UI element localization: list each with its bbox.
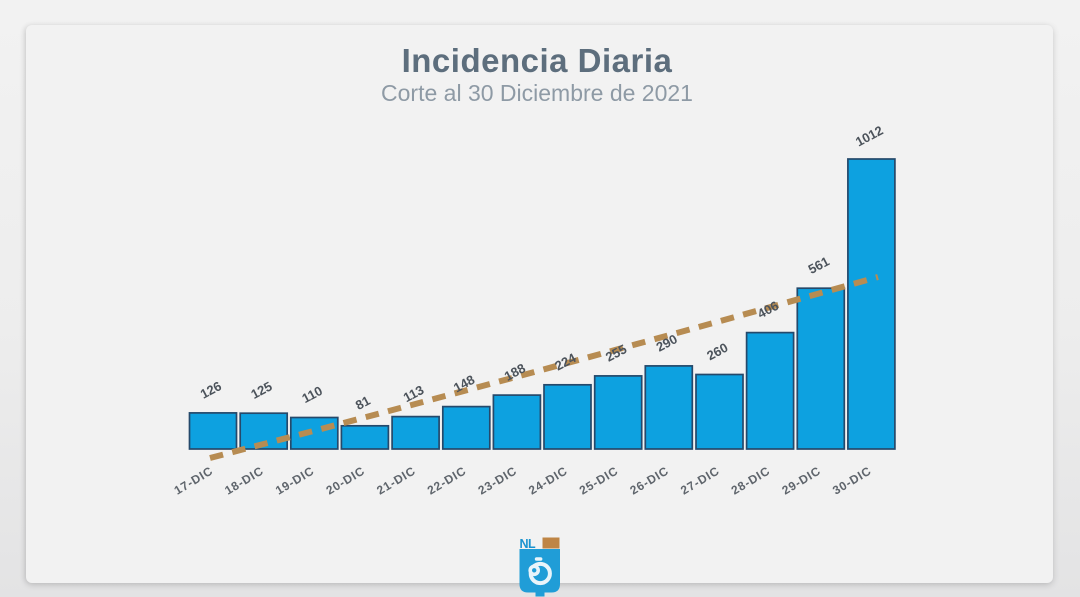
svg-text:20-DIC: 20-DIC: [324, 464, 368, 498]
svg-text:25-DIC: 25-DIC: [577, 464, 621, 498]
svg-text:255: 255: [603, 341, 629, 364]
svg-text:21-DIC: 21-DIC: [374, 464, 418, 498]
svg-text:561: 561: [806, 254, 832, 277]
svg-text:19-DIC: 19-DIC: [273, 464, 317, 498]
svg-text:29-DIC: 29-DIC: [779, 464, 823, 498]
svg-text:26-DIC: 26-DIC: [627, 464, 671, 498]
svg-text:27-DIC: 27-DIC: [678, 464, 722, 498]
svg-text:23-DIC: 23-DIC: [476, 464, 520, 498]
svg-text:18-DIC: 18-DIC: [222, 464, 266, 498]
svg-text:30-DIC: 30-DIC: [830, 464, 874, 498]
svg-text:22-DIC: 22-DIC: [425, 464, 469, 498]
svg-text:24-DIC: 24-DIC: [526, 464, 570, 498]
svg-text:17-DIC: 17-DIC: [172, 464, 216, 498]
svg-text:110: 110: [299, 383, 325, 406]
svg-text:260: 260: [704, 340, 730, 363]
svg-text:1012: 1012: [853, 123, 886, 150]
svg-text:126: 126: [198, 378, 224, 401]
svg-text:224: 224: [552, 350, 579, 374]
svg-text:81: 81: [353, 393, 373, 413]
svg-text:28-DIC: 28-DIC: [729, 464, 773, 498]
svg-text:290: 290: [654, 331, 680, 354]
svg-text:125: 125: [248, 379, 274, 402]
svg-text:406: 406: [755, 298, 781, 321]
svg-text:NL: NL: [520, 537, 537, 551]
